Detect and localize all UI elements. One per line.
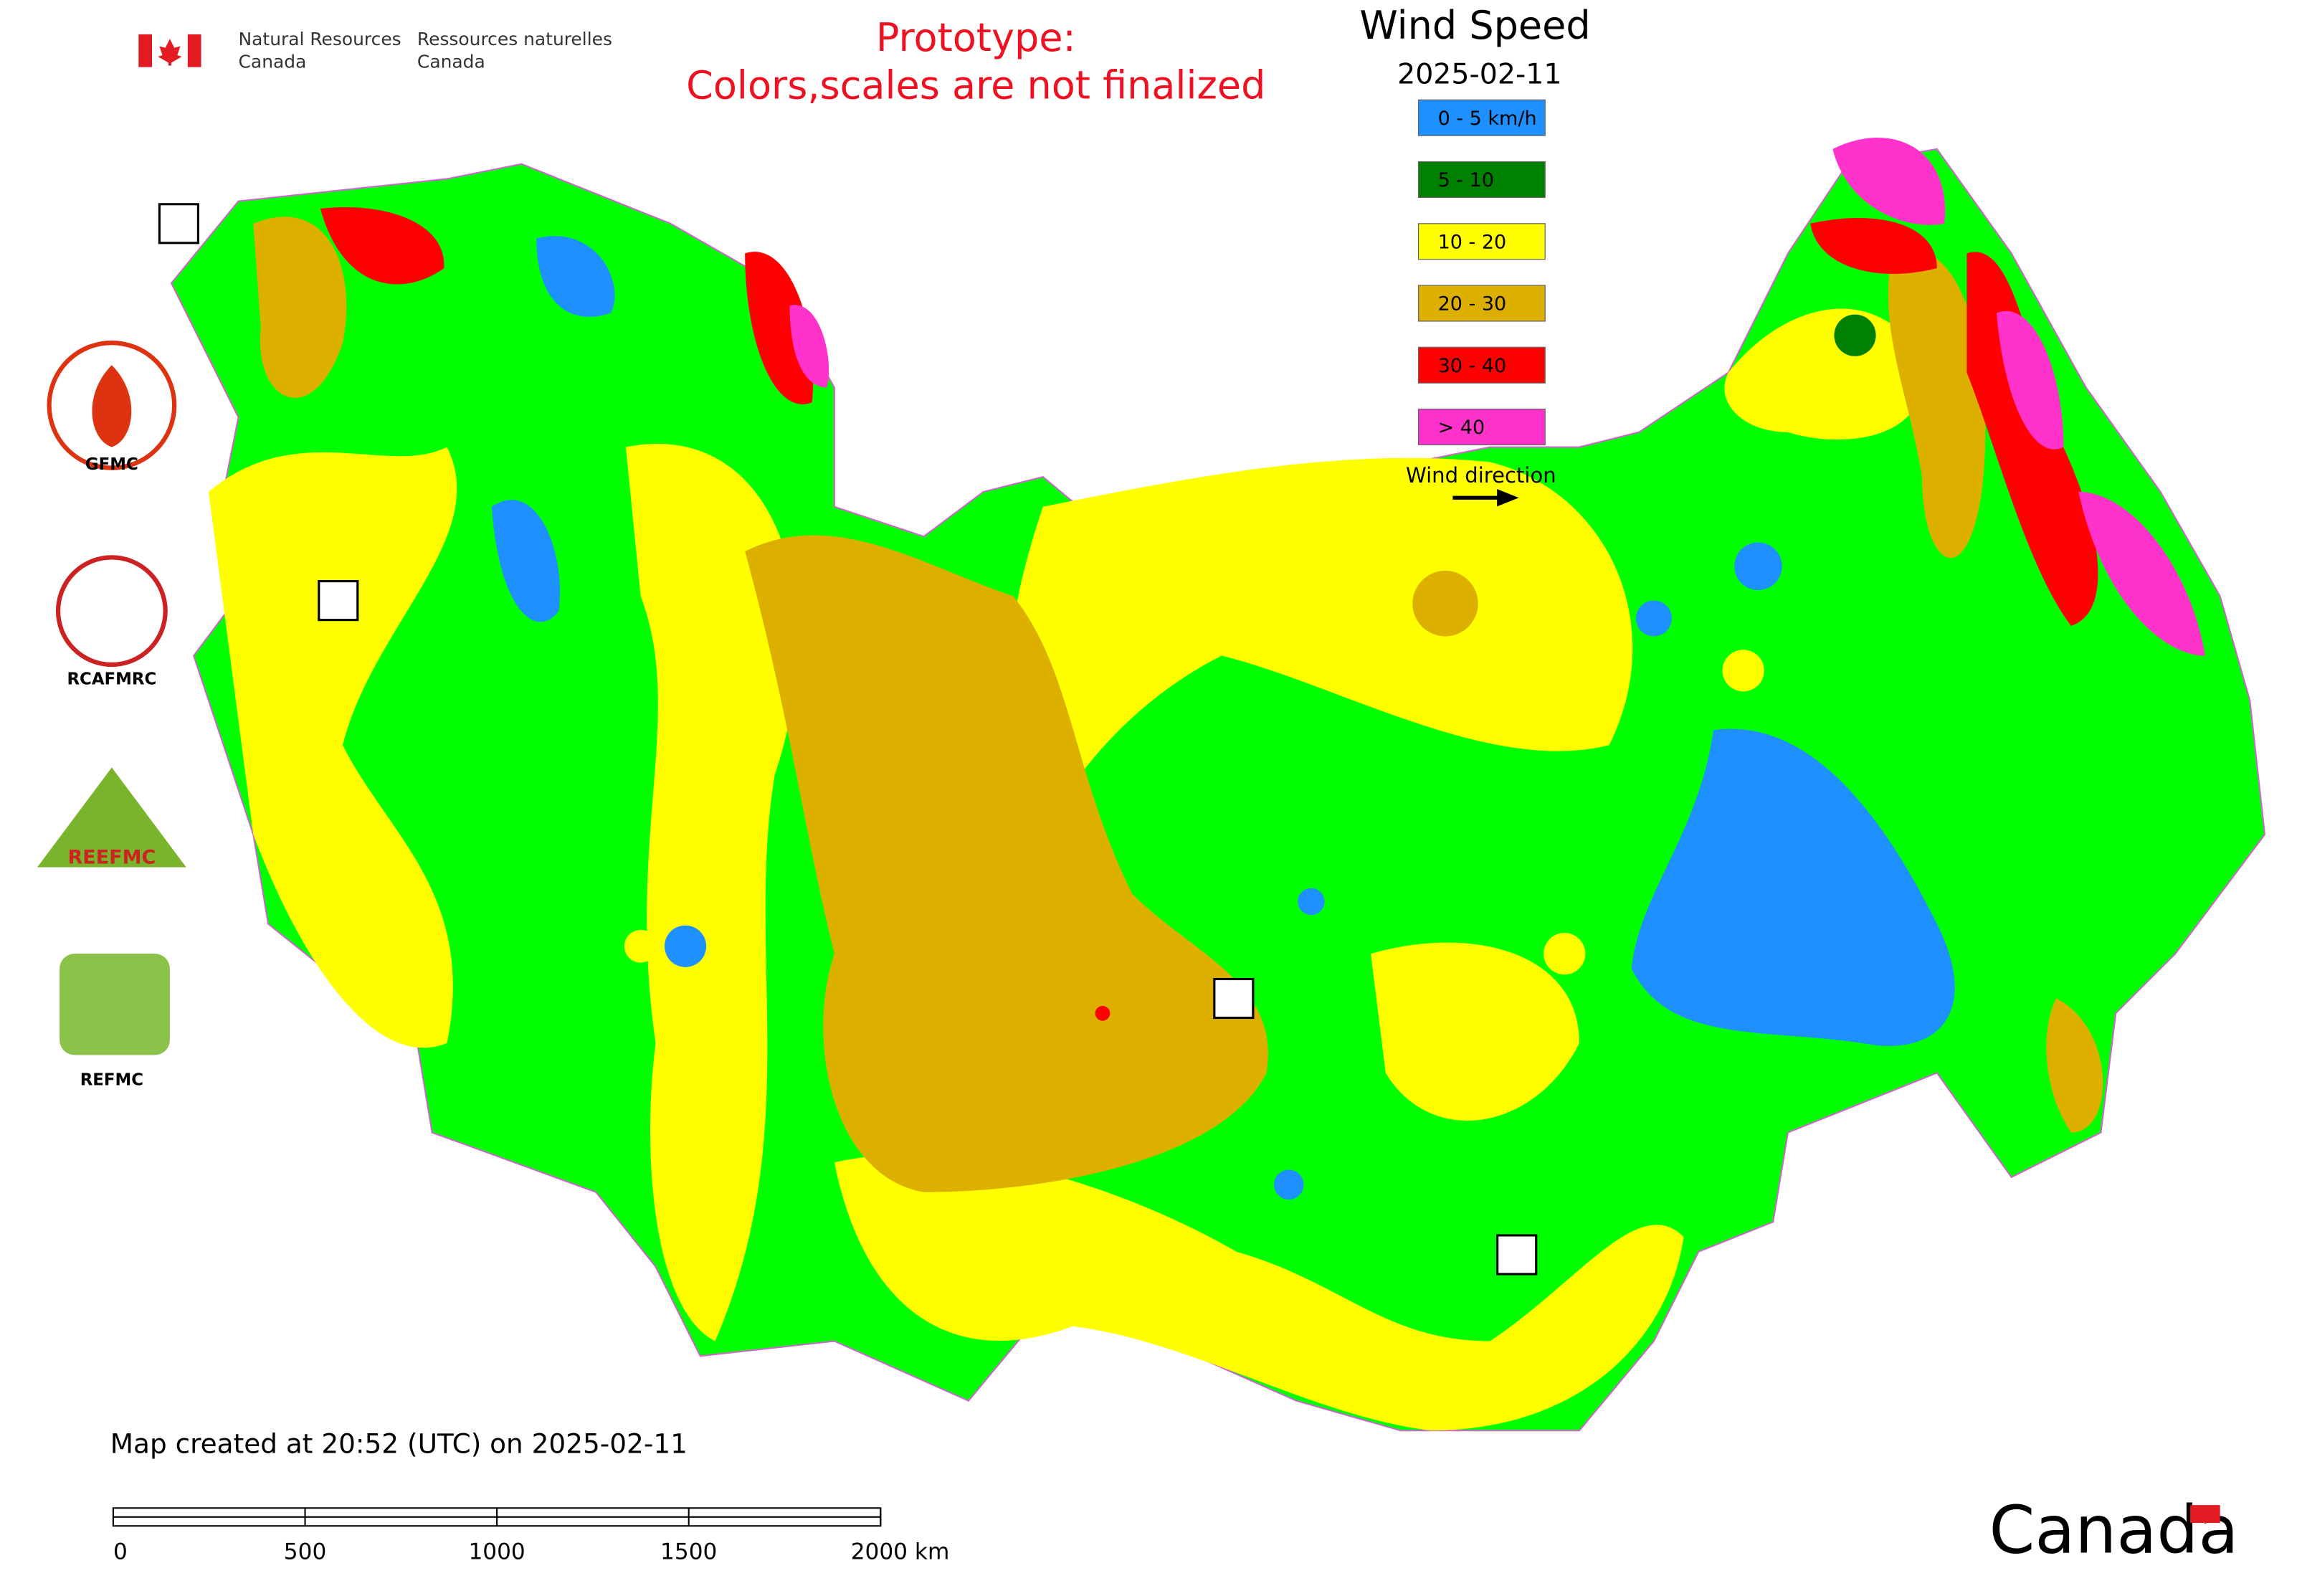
logo-label: REEFMC: [67, 847, 156, 869]
wind-zone: [1371, 942, 1580, 1121]
station-marker: [1213, 977, 1255, 1020]
wind-spot: [1834, 314, 1876, 356]
wind-zone: [536, 236, 615, 317]
wind-zone: [1888, 249, 1986, 559]
wind-direction-arrow: [1452, 489, 1519, 507]
logo-label: GFMC: [85, 455, 138, 474]
wind-zone: [320, 207, 444, 285]
legend-label: 5 - 10: [1438, 169, 1494, 191]
wind-zone: [745, 252, 814, 404]
wind-spot: [1298, 888, 1325, 916]
wind-zone: [1996, 310, 2064, 450]
legend-label: > 40: [1438, 417, 1485, 439]
map-created: Map created at 20:52 (UTC) on 2025-02-11: [110, 1428, 688, 1460]
wind-spot: [1544, 933, 1586, 975]
wind-zone: [2078, 491, 2205, 656]
wind-spot: [1734, 542, 1782, 591]
wind-zone: [745, 535, 1268, 1192]
legend-swatch: [1417, 99, 1546, 136]
wind-spot: [624, 929, 657, 963]
wind-spot: [1412, 571, 1478, 637]
logo-label: REFMC: [80, 1070, 143, 1089]
legend-label: 0 - 5 km/h: [1438, 108, 1537, 130]
flag-left: [138, 34, 152, 67]
legend-label: 20 - 30: [1438, 293, 1507, 315]
reefmc-logo: [37, 767, 186, 868]
wind-direction-label: Wind direction: [1406, 463, 1556, 488]
wind-spot: [1635, 600, 1672, 637]
scale-label: 500: [284, 1539, 326, 1565]
rcafmrc-logo: [55, 555, 168, 668]
scale-label: 0: [113, 1539, 128, 1565]
flag-leaf: [158, 39, 182, 66]
legend-swatch: [1417, 285, 1546, 322]
canada-flag: [138, 34, 201, 67]
gfmc-flame: [92, 365, 132, 447]
wind-zone: [1810, 218, 1937, 274]
refmc-logo: [60, 954, 170, 1055]
agency-name: Natural Resources: [239, 29, 401, 49]
wordmark-flag: [2190, 1505, 2220, 1524]
legend-label: 30 - 40: [1438, 355, 1507, 377]
legend-swatch: [1417, 161, 1546, 199]
legend-date: 2025-02-11: [1397, 58, 1561, 91]
wind-zone: [1966, 252, 2098, 626]
scale-label: 1000: [468, 1539, 525, 1565]
wind-zone: [1832, 137, 1946, 225]
wind-zone: [491, 500, 560, 622]
legend-label: 10 - 20: [1438, 231, 1507, 253]
wind-zone: [253, 217, 347, 398]
scale-label: 1500: [660, 1539, 717, 1565]
wind-zone: [1631, 728, 1955, 1046]
legend-title: Wind Speed: [1359, 3, 1590, 48]
wind-zone: [1008, 457, 1633, 835]
agency-name: Ressources naturelles: [417, 29, 612, 49]
wind-zone: [789, 305, 829, 388]
agency-name: Canada: [417, 51, 485, 72]
canada-wordmark: Canada: [1989, 1492, 2239, 1569]
wind-spot: [1273, 1169, 1304, 1200]
scale-label: 2000 km: [851, 1539, 950, 1565]
wind-spot: [1722, 650, 1764, 692]
station-marker: [158, 203, 199, 244]
flag-right: [187, 34, 201, 67]
legend-swatch: [1417, 346, 1546, 384]
wind-zone: [208, 447, 457, 1048]
agency-name: Canada: [239, 51, 307, 72]
station-marker: [1496, 1234, 1538, 1276]
wind-map: [170, 137, 2266, 1432]
prototype-notice: Prototype:: [876, 15, 1076, 60]
wind-zone: [834, 1154, 1684, 1431]
wind-spot: [1095, 1005, 1110, 1021]
legend-swatch: [1417, 223, 1546, 260]
wind-zone: [2046, 998, 2103, 1133]
logo-label: RCAFMRC: [67, 670, 156, 688]
wind-spot: [664, 925, 707, 967]
wind-zone: [625, 443, 798, 1341]
legend-swatch: [1417, 408, 1546, 446]
station-marker: [318, 580, 359, 622]
prototype-notice: Colors,scales are not finalized: [686, 62, 1265, 108]
